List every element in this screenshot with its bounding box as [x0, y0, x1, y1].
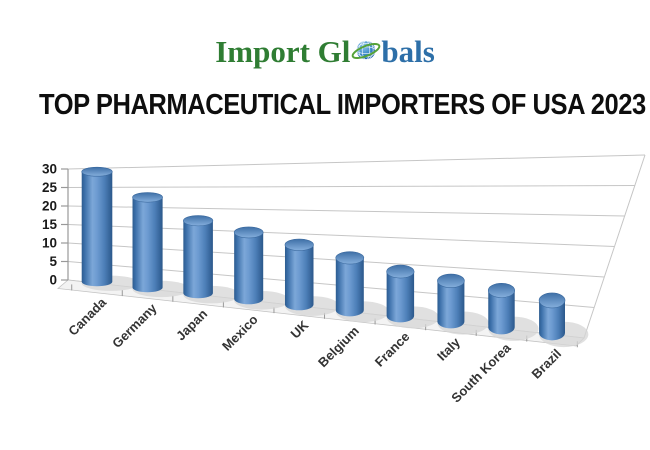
- category-label-france: France: [372, 329, 413, 370]
- bar-top-japan: [183, 215, 214, 227]
- bar-cylinder-brazil: [539, 300, 565, 341]
- category-label-germany: Germany: [109, 300, 160, 351]
- bar-top-brazil: [538, 292, 566, 309]
- wall-right-edge: [583, 154, 646, 339]
- bar-cylinder-belgium: [335, 257, 364, 317]
- logo-text-blue: bals: [381, 34, 435, 69]
- y-tick-label-20: 20: [42, 199, 57, 214]
- bar-top-germany: [132, 192, 163, 203]
- page-title: TOP PHARMACEUTICAL IMPORTERS OF USA 2023: [39, 89, 646, 121]
- y-tick-label-15: 15: [42, 217, 58, 232]
- bar-top-mexico: [233, 226, 264, 239]
- bar-cylinder-canada: [81, 171, 113, 287]
- gridline-25: [67, 185, 635, 188]
- category-label-belgium: Belgium: [315, 323, 362, 370]
- bar-top-uk: [284, 238, 314, 251]
- y-tick-label-30: 30: [42, 162, 57, 177]
- logo-text-green: Import Gl: [215, 34, 351, 69]
- y-tick-label-0: 0: [49, 273, 57, 288]
- category-label-italy: Italy: [434, 334, 464, 364]
- bar-top-canada: [81, 166, 113, 177]
- category-label-canada: Canada: [65, 294, 109, 338]
- category-label-uk: UK: [287, 317, 311, 341]
- category-label-brazil: Brazil: [529, 346, 565, 382]
- y-tick-label-25: 25: [42, 180, 58, 195]
- bar-cylinder-japan: [183, 220, 213, 299]
- bar-top-belgium: [335, 251, 365, 265]
- bar-cylinder-italy: [437, 280, 465, 329]
- bar-cylinder-south-korea: [488, 290, 515, 335]
- bar-top-south-korea: [487, 283, 516, 298]
- bar-cylinder-france: [386, 271, 415, 323]
- category-label-mexico: Mexico: [219, 312, 261, 354]
- bar-top-italy: [437, 273, 465, 288]
- bar-cylinder-mexico: [234, 232, 264, 305]
- y-tick-label-10: 10: [42, 236, 57, 251]
- bar-cylinder-germany: [132, 197, 163, 293]
- logo: Import Gl bals: [0, 34, 650, 74]
- bar-cylinder-uk: [284, 244, 314, 311]
- y-tick-label-5: 5: [49, 254, 57, 269]
- category-label-japan: Japan: [173, 306, 210, 343]
- bar-top-france: [386, 264, 415, 279]
- gridline-30: [67, 154, 646, 170]
- globe-icon: [351, 36, 381, 66]
